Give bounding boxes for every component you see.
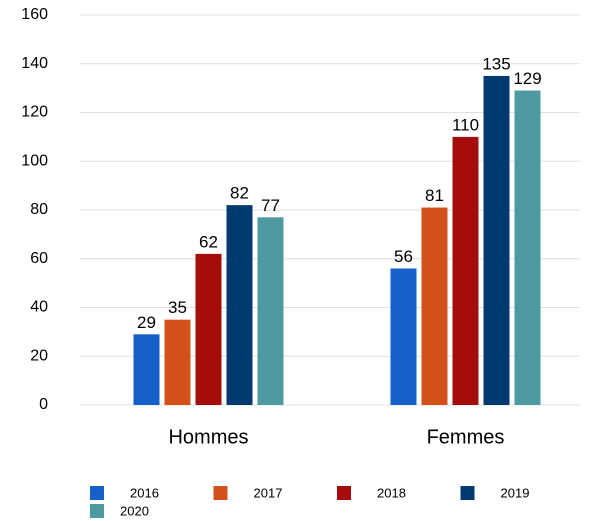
y-tick-label: 20 bbox=[30, 347, 48, 364]
value-label: 77 bbox=[261, 196, 280, 215]
bar bbox=[133, 334, 160, 405]
value-label: 81 bbox=[425, 186, 444, 205]
value-label: 29 bbox=[137, 313, 156, 332]
value-label: 129 bbox=[513, 69, 541, 88]
bar bbox=[164, 319, 191, 405]
legend-label: 2016 bbox=[130, 485, 159, 500]
y-tick-label: 140 bbox=[21, 55, 48, 72]
legend-label: 2017 bbox=[254, 485, 283, 500]
value-label: 82 bbox=[230, 184, 249, 203]
bar bbox=[390, 268, 417, 405]
y-tick-label: 0 bbox=[39, 396, 48, 413]
bar bbox=[514, 90, 541, 405]
legend-swatch bbox=[90, 486, 104, 500]
legend-swatch bbox=[460, 486, 475, 500]
bar bbox=[421, 207, 448, 405]
y-tick-label: 60 bbox=[30, 250, 48, 267]
y-tick-label: 40 bbox=[30, 299, 48, 316]
value-label: 56 bbox=[394, 247, 413, 266]
legend-swatch bbox=[337, 486, 351, 500]
legend-swatch bbox=[213, 486, 228, 500]
value-label: 110 bbox=[452, 115, 479, 134]
legend-label: 2019 bbox=[501, 485, 530, 500]
legend-swatch bbox=[90, 504, 104, 518]
y-tick-label: 100 bbox=[21, 152, 48, 169]
x-tick-label: Femmes bbox=[427, 426, 505, 448]
bar bbox=[483, 75, 510, 405]
value-label: 62 bbox=[199, 232, 218, 251]
legend-label: 2018 bbox=[377, 485, 406, 500]
legend-label: 2020 bbox=[120, 503, 149, 518]
bar bbox=[195, 253, 222, 405]
bar bbox=[226, 205, 253, 405]
bar bbox=[452, 136, 479, 405]
value-label: 35 bbox=[168, 298, 187, 317]
y-tick-label: 80 bbox=[30, 201, 48, 218]
y-tick-label: 160 bbox=[21, 6, 48, 23]
y-tick-label: 120 bbox=[21, 104, 48, 121]
value-label: 135 bbox=[482, 54, 510, 73]
x-tick-label: Hommes bbox=[168, 426, 248, 448]
bar bbox=[257, 217, 284, 405]
